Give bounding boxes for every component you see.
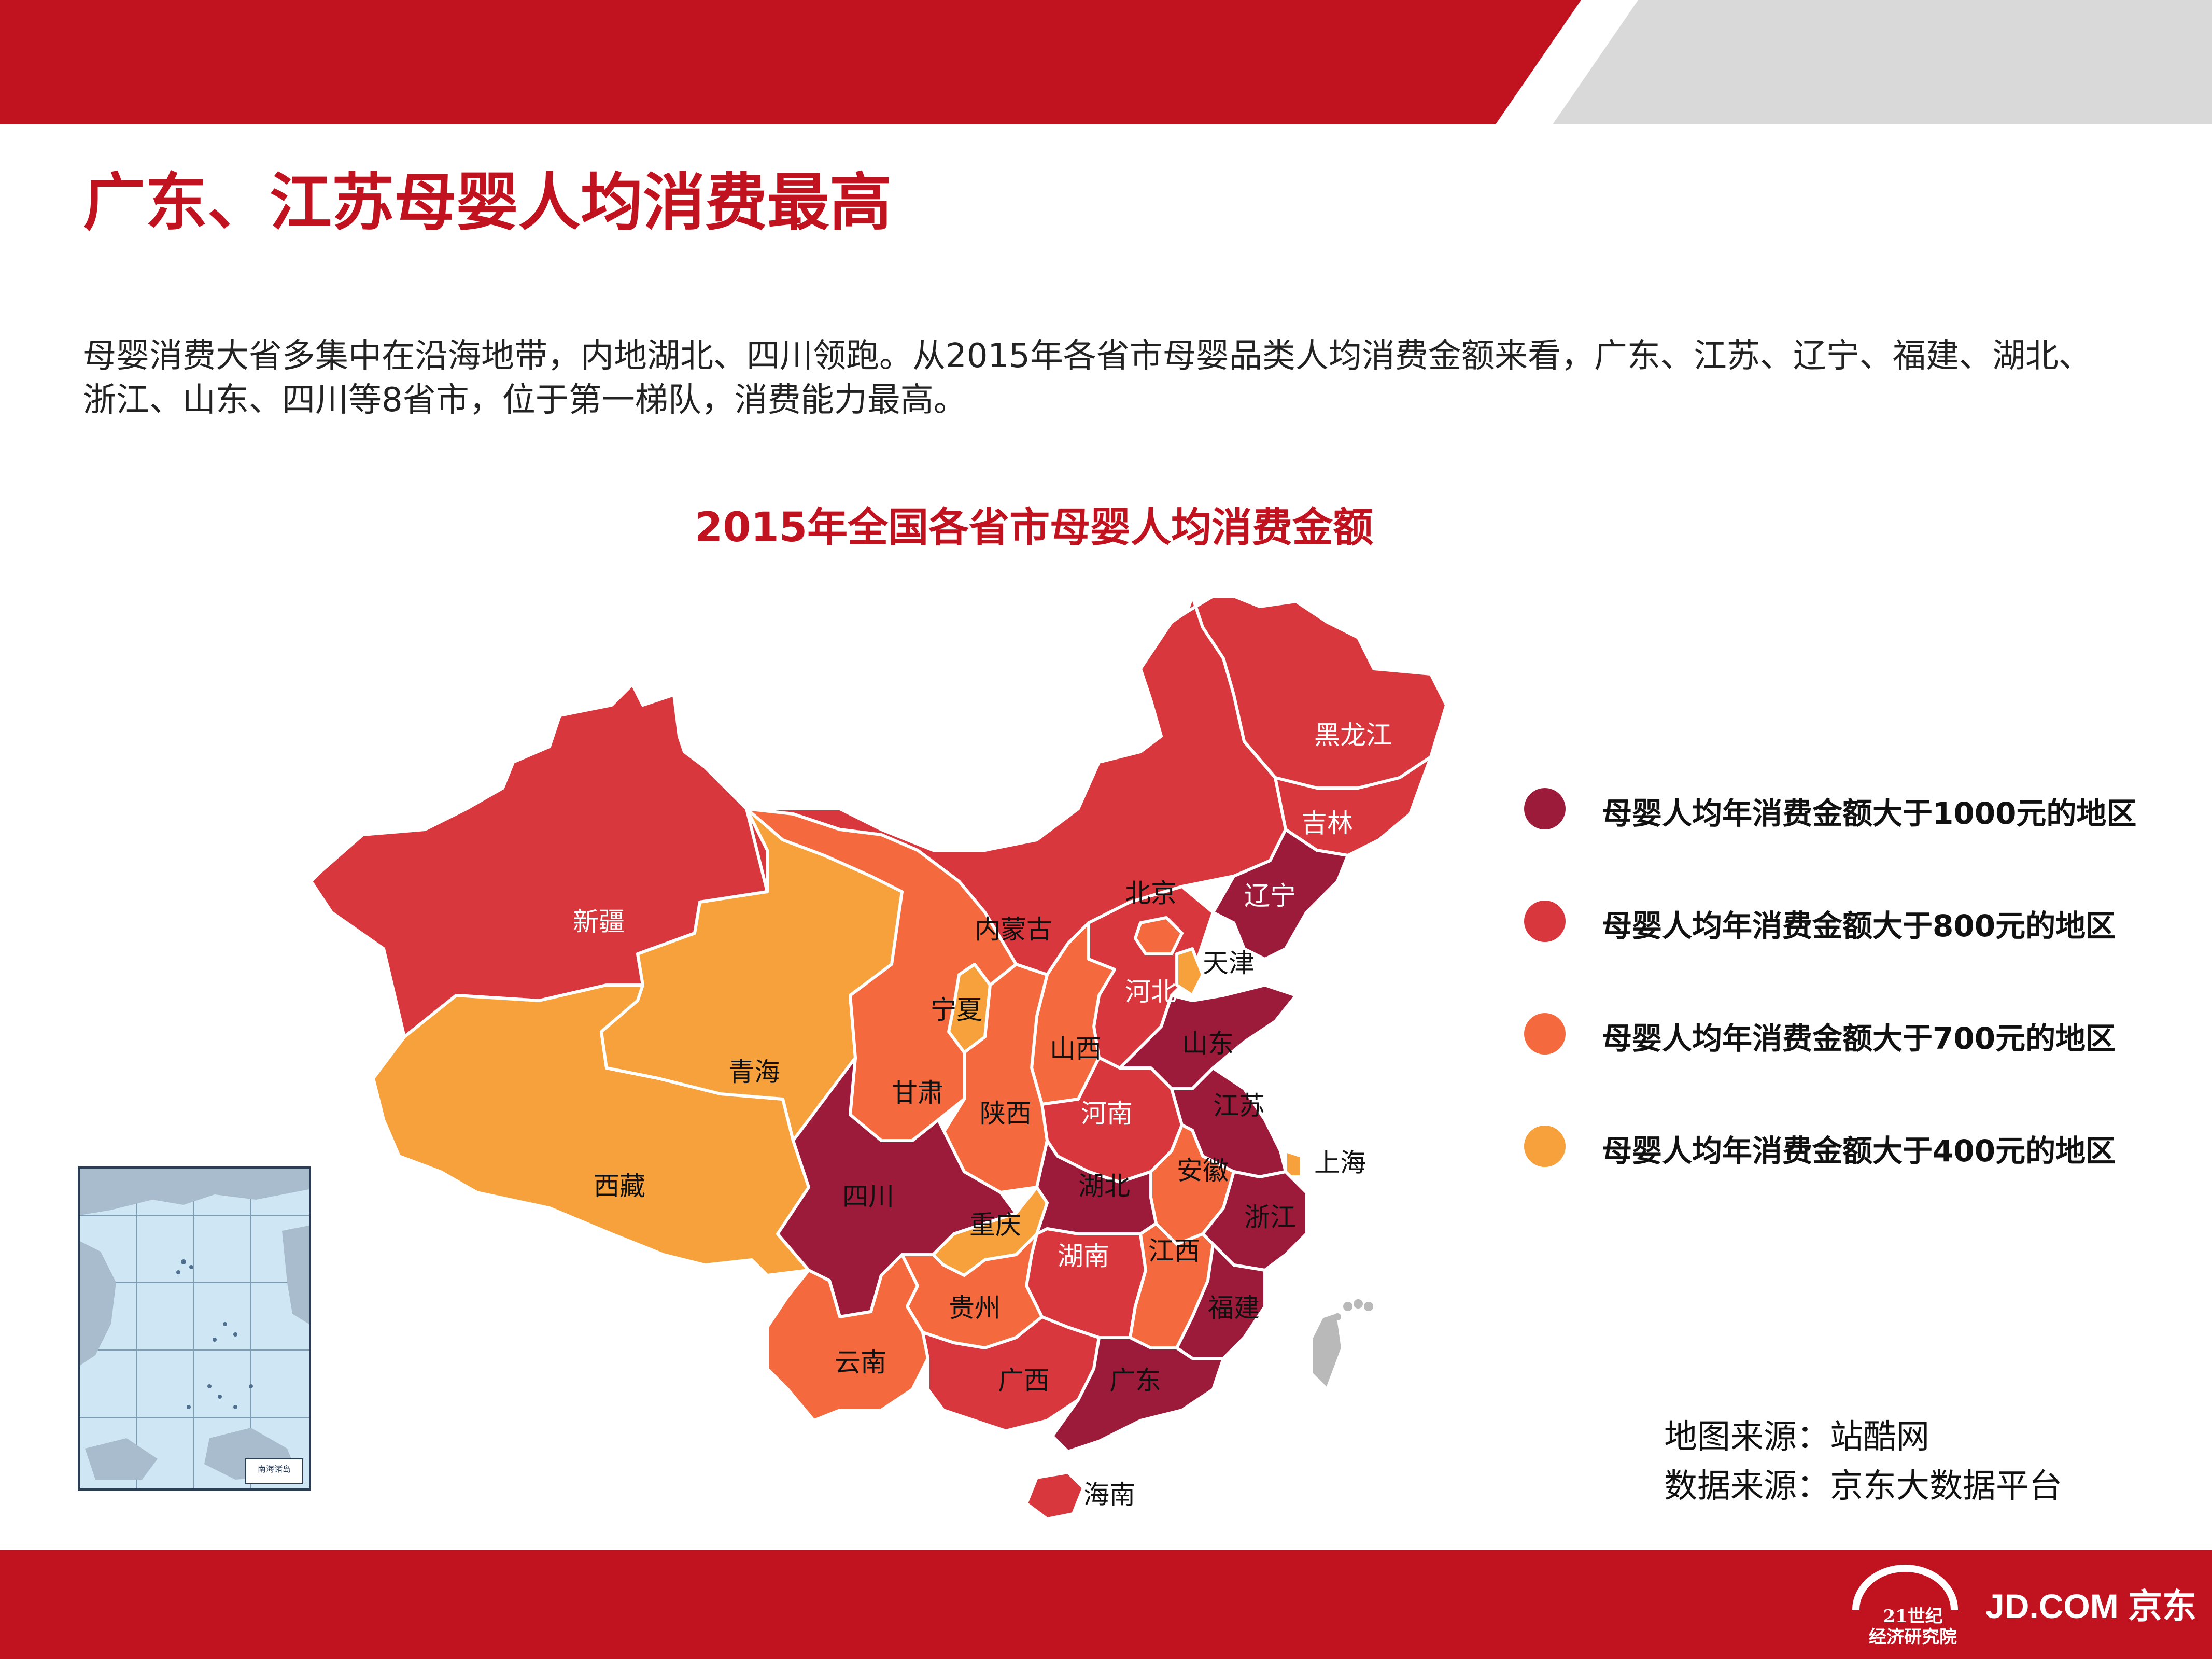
label-beijing: 北京 [1125,878,1177,908]
label-jiangxi: 江西 [1148,1236,1200,1266]
label-qinghai: 青海 [728,1057,780,1087]
province-shandong[interactable] [1118,983,1298,1090]
inset-label: 南海诸岛 [257,1464,291,1474]
label-hebei: 河北 [1125,977,1177,1007]
province-shanghai[interactable] [1284,1149,1303,1178]
legend-label-800: 母婴人均年消费金额大于800元的地区 [1602,908,2116,944]
label-guangdong: 广东 [1109,1366,1161,1396]
label-guangxi: 广西 [998,1366,1050,1396]
intro-paragraph: 母婴消费大省多集中在沿海地带，内地湖北、四川领跑。从2015年各省市母婴品类人均… [83,337,2092,419]
label-yunnan: 云南 [835,1347,886,1377]
label-anhui: 安徽 [1177,1156,1229,1186]
logo-21st-century-institute: 21世纪 经济研究院 [1845,1560,1965,1654]
label-zhejiang: 浙江 [1244,1202,1296,1232]
logo-21-line2: 经济研究院 [1869,1627,1957,1648]
island-dots [1334,1299,1373,1320]
map-source: 地图来源：站酷网 [1664,1418,1929,1456]
legend-dot-1000 [1524,788,1566,830]
label-tianjin: 天津 [1203,948,1255,978]
label-shanghai: 上海 [1314,1148,1366,1178]
legend-dot-700 [1524,1013,1566,1055]
legend-label-700: 母婴人均年消费金额大于700元的地区 [1602,1021,2116,1056]
label-xinjiang: 新疆 [573,907,625,937]
label-henan: 河南 [1081,1099,1133,1129]
label-gansu: 甘肃 [892,1078,943,1108]
label-hunan: 湖南 [1058,1241,1109,1271]
label-shanxi: 山西 [1050,1034,1102,1064]
jd-logo: JD.COM 京东 [1985,1587,2197,1625]
logo-arc-icon [1852,1565,1958,1610]
label-hubei: 湖北 [1078,1171,1130,1201]
header-band [0,0,2212,124]
label-shandong: 山东 [1182,1029,1234,1059]
page-title: 广东、江苏母婴人均消费最高 [83,167,892,239]
label-jilin: 吉林 [1301,808,1353,838]
label-xizang: 西藏 [594,1171,645,1201]
footer-band [0,1550,2212,1659]
label-jiangsu: 江苏 [1213,1091,1265,1121]
province-hainan[interactable] [1025,1471,1085,1521]
label-shaanxi: 陕西 [980,1099,1032,1129]
label-hainan: 海南 [1083,1480,1135,1510]
china-province-map: 黑龙江 吉林 辽宁 北京 天津 内蒙古 新疆 河北 山东 宁夏 山西 青海 甘肃… [311,596,1446,1521]
province-guangdong[interactable] [1051,1336,1225,1453]
label-sichuan: 四川 [842,1182,894,1212]
legend-dot-400 [1524,1126,1566,1167]
label-neimenggu: 内蒙古 [975,915,1052,945]
inset-map-graphic [80,1169,309,1488]
legend-dot-800 [1524,901,1566,942]
data-source: 数据来源：京东大数据平台 [1664,1467,2062,1506]
legend-label-400: 母婴人均年消费金额大于400元的地区 [1602,1133,2116,1169]
province-liaoning[interactable] [1211,828,1349,961]
province-tianjin[interactable] [1175,947,1204,997]
label-chongqing: 重庆 [969,1210,1021,1240]
map-title: 2015年全国各省市母婴人均消费金额 [695,504,1374,551]
logo-21-line1: 21世纪 [1883,1606,1943,1627]
province-zhejiang[interactable] [1201,1170,1308,1272]
label-heilongjiang: 黑龙江 [1314,720,1392,750]
label-guizhou: 贵州 [949,1293,1001,1323]
province-taiwan [1310,1310,1344,1391]
province-beijing[interactable] [1134,916,1184,955]
legend-label-1000: 母婴人均年消费金额大于1000元的地区 [1602,796,2137,831]
south-china-sea-inset: 南海诸岛 [78,1166,311,1491]
label-liaoning: 辽宁 [1244,881,1296,911]
label-fujian: 福建 [1208,1293,1260,1323]
label-ningxia: 宁夏 [931,995,982,1025]
